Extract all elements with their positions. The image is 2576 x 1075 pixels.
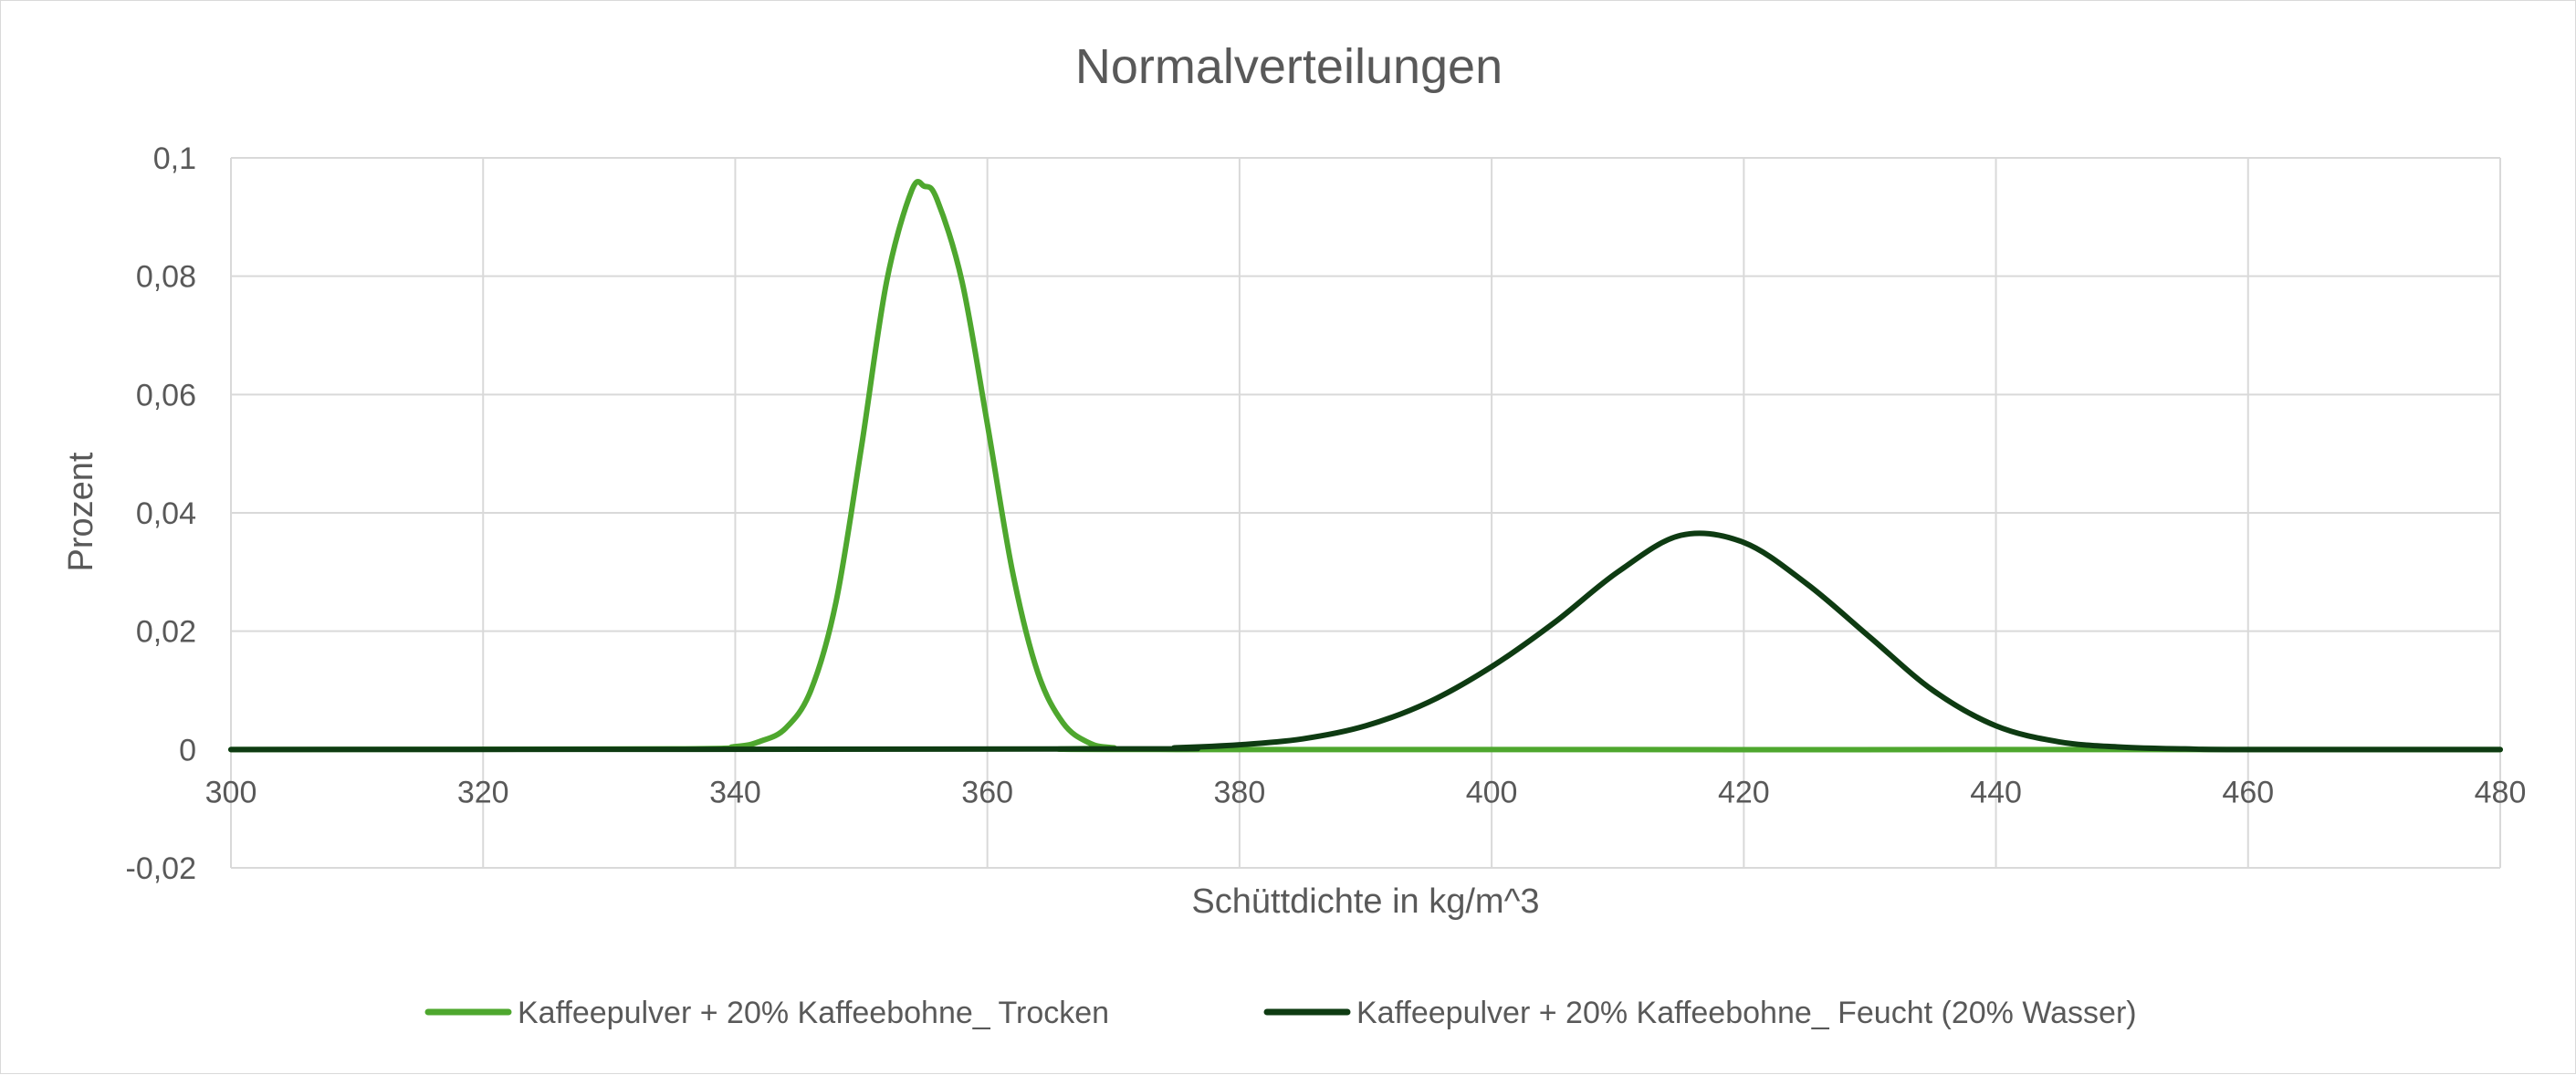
legend: Kaffeepulver + 20% Kaffeebohne_ Trocken K…: [424, 996, 2137, 1030]
plot-series: [228, 179, 2503, 753]
y-tick-label: 0,1: [153, 141, 196, 176]
y-tick-label: 0,04: [136, 496, 196, 531]
x-tick-label: 460: [2222, 775, 2274, 809]
y-tick-label: 0: [179, 733, 196, 767]
tick-labels: -0,02 0 0,02 0,04 0,06 0,08 0,1 300 320 340 360 380…: [126, 141, 2527, 886]
y-tick-label: 0,06: [136, 378, 196, 412]
y-axis-title: Prozent: [62, 452, 100, 571]
x-tick-label: 320: [457, 775, 509, 809]
series-line-1: [228, 179, 2503, 753]
x-tick-label: 360: [961, 775, 1013, 809]
series-line-2: [228, 530, 2503, 753]
y-tick-label: 0,02: [136, 615, 196, 650]
x-tick-label: 480: [2475, 775, 2527, 809]
legend-label-2: Kaffeepulver + 20% Kaffeebohne_ Feucht (…: [1356, 996, 2137, 1030]
y-tick-label: -0,02: [126, 851, 197, 886]
x-axis-title: Schüttdichte in kg/m^3: [1191, 882, 1539, 921]
x-tick-label: 420: [1718, 775, 1770, 809]
x-tick-label: 440: [1970, 775, 2022, 809]
x-tick-label: 340: [709, 775, 761, 809]
x-tick-label: 300: [205, 775, 257, 809]
gridlines: [230, 157, 2501, 869]
chart-title: Normalverteilungen: [1075, 39, 1503, 94]
legend-label-1: Kaffeepulver + 20% Kaffeebohne_ Trocken: [518, 996, 1109, 1030]
x-tick-label: 400: [1466, 775, 1518, 809]
y-tick-label: 0,08: [136, 260, 196, 295]
x-tick-label: 380: [1214, 775, 1266, 809]
